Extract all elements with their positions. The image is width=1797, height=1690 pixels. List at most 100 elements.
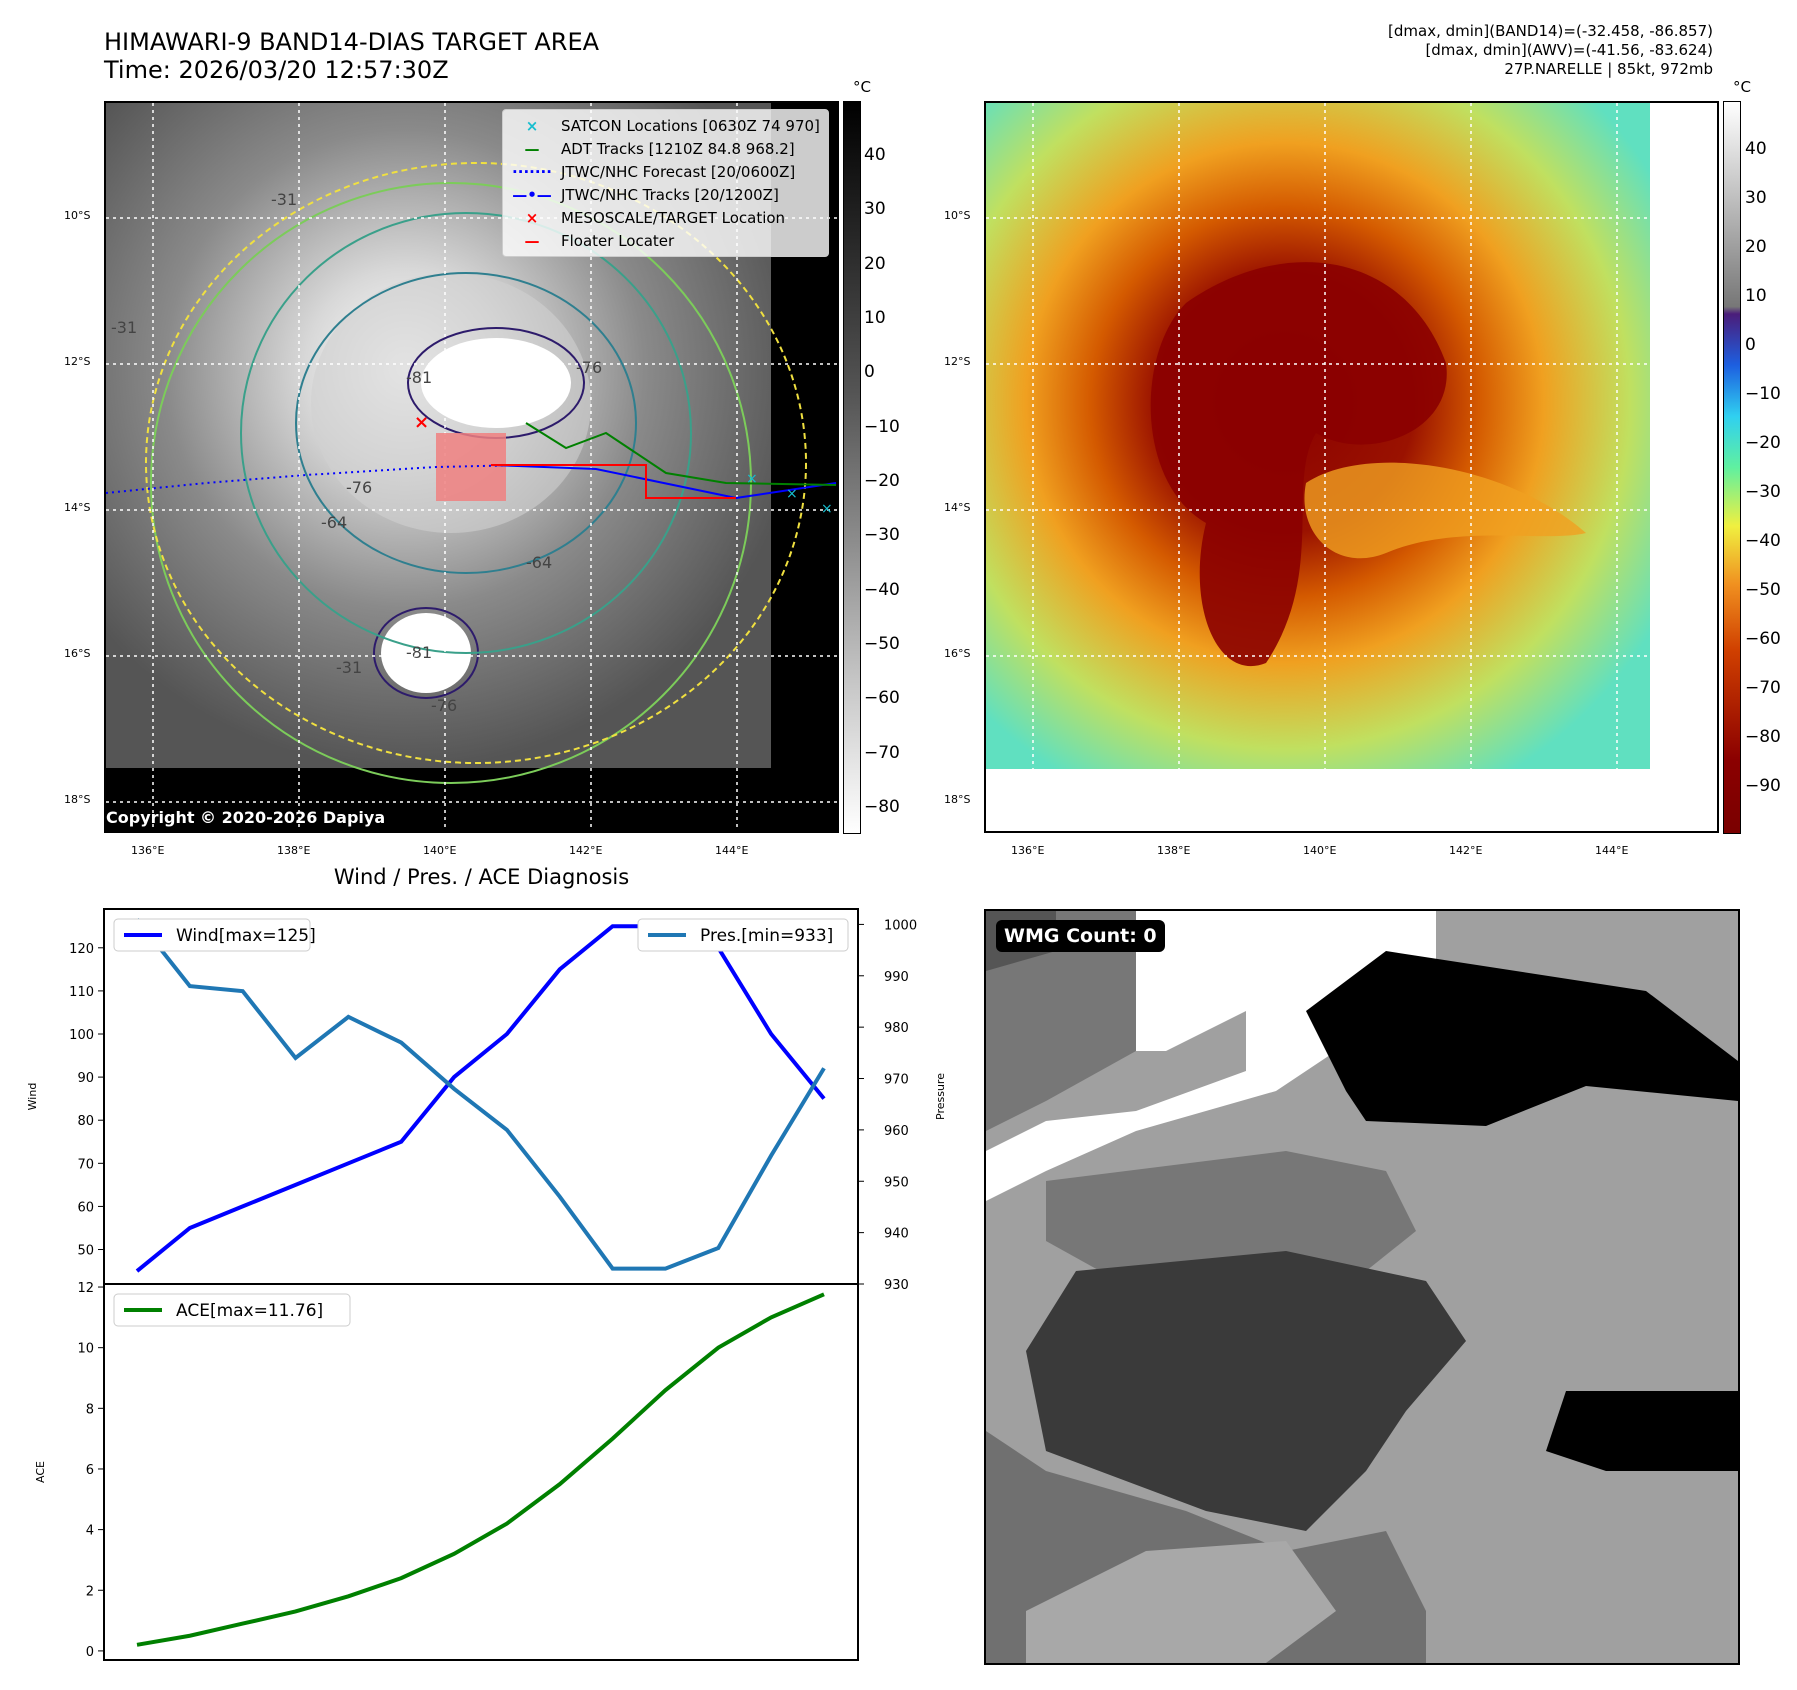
colorbar-right-tick-label: −30 [1745,482,1781,502]
colorbar-right-tick-label: −20 [1745,433,1781,453]
ace-axis-tick-label: 12 [77,1281,94,1296]
wind-axis-tick-label: 90 [77,1071,94,1086]
lat-label-left: 16°S [64,647,91,660]
ace-legend [113,1293,351,1327]
colorbar-left-tick-label: 30 [864,199,886,220]
colorbar-left-tick-label: −10 [864,416,900,437]
wmg-grid [986,911,1738,1663]
track-line-icon: —•— [512,185,552,204]
wind-axis-tick-label: 100 [69,1028,94,1043]
pressure-axis-tick-label: 940 [884,1227,909,1242]
ace-axis-tick-label: 0 [86,1645,94,1660]
ace-plot-frame [103,1283,859,1661]
forecast-line-icon: ······· [512,162,552,181]
colorbar-left-tick-label: −30 [864,525,900,546]
awv-map-svg [986,103,1717,831]
colorbar-right-tick-label: −90 [1745,776,1781,796]
pressure-series-line [135,918,826,1271]
ace-legend-label: ACE[max=11.76] [176,1301,323,1321]
wind-axis-tick-label: 80 [77,1114,94,1129]
wind-axis-label: Wind [26,1083,39,1111]
lon-label-right: 142°E [1449,844,1483,857]
target-marker: × [414,412,429,433]
awv-map [984,101,1719,833]
wind-legend-label: Wind[max=125] [176,926,316,946]
legend-item: ······· JTWC/NHC Forecast [20/0600Z] [512,162,796,181]
colorbar-left-tick-label: 0 [864,362,875,383]
contour-label: -31 [271,190,297,209]
contour-label: -81 [406,368,432,387]
figure-title: HIMAWARI-9 BAND14-DIAS TARGET AREA Time:… [104,28,600,84]
contour-label: -76 [346,478,372,497]
colorbar-right-tick-label: 30 [1745,188,1767,208]
colorbar-left-tick-label: 10 [864,308,886,328]
lon-label-left: 142°E [569,844,603,857]
lat-label-left: 14°S [64,501,91,514]
colorbar-left [843,101,861,834]
pressure-axis-tick-label: 960 [884,1124,909,1139]
pressure-legend-label: Pres.[min=933] [700,926,833,946]
wind-axis-tick-label: 110 [69,985,94,1000]
colorbar-left-tick-label: −20 [864,471,900,491]
lat-label-right: 16°S [944,647,971,660]
jtwc-best-track [490,464,837,500]
colorbar-right-tick-label: 40 [1745,139,1767,159]
floater-line-icon: — [524,231,540,250]
svg-text:×: × [746,471,758,487]
ace-axis-tick-label: 8 [86,1402,94,1417]
colorbar-right-tick-label: 20 [1745,237,1767,257]
pressure-axis-tick-label: 990 [884,970,909,985]
lon-label-right: 138°E [1157,844,1191,857]
colorbar-left-tick-label: −40 [864,579,900,600]
pressure-axis-tick-label: 1000 [884,918,917,933]
colorbar-right [1723,101,1741,834]
colorbar-unit-left: °C [853,78,871,96]
lon-label-left: 140°E [423,844,457,857]
wind-axis-tick-label: 70 [77,1157,94,1172]
wind-legend [113,918,311,952]
satcon-icon: × [525,116,539,135]
contour-label: -64 [526,553,552,572]
lon-label-left: 138°E [277,844,311,857]
colorbar-left-tick-label: −70 [864,742,900,763]
colorbar-right-tick-label: −60 [1745,629,1781,649]
pressure-axis-label: Pressure [934,1073,947,1120]
header-stat-band14: [dmax, dmin](BAND14)=(-32.458, -86.857) [1388,22,1713,40]
colorbar-right-tick-label: 0 [1745,335,1756,355]
lat-label-left: 18°S [64,793,91,806]
cold-cloud-core [421,338,571,428]
ace-axis-tick-label: 10 [77,1342,94,1357]
satcon-markers: × × × [746,471,833,517]
ace-axis-tick-label: 2 [86,1584,94,1599]
legend-item: — Floater Locater [511,229,820,252]
legend-item: —•— JTWC/NHC Tracks [20/1200Z] [512,185,779,204]
contour-label: -31 [336,658,362,677]
wind-legend-box [113,918,311,952]
target-icon: × [525,208,539,227]
colorbar-right-tick-label: −50 [1745,580,1781,600]
pressure-legend-box [637,918,849,952]
lon-label-right: 136°E [1011,844,1045,857]
colorbar-left-tick-label: 40 [864,145,886,165]
copyright-text: Copyright © 2020-2026 Dapiya [106,808,386,827]
legend-item: — ADT Tracks [1210Z 84.8 968.2] [511,137,820,160]
contour-label: -81 [406,643,432,662]
contour-labels: -81 -76 -76 -64 -31 -31 -31 -81 -76 -64 [111,190,602,715]
lat-label-left: 10°S [64,209,91,222]
floater-locater [491,464,736,499]
pressure-axis-tick-label: 980 [884,1021,909,1036]
ace-axis-tick-label: 4 [86,1524,94,1539]
lat-label-right: 14°S [944,501,971,514]
ace-series-line [136,1292,825,1647]
contour-label: -76 [576,358,602,377]
lat-label-right: 18°S [944,793,971,806]
svg-text:×: × [821,501,833,517]
wind-axis-tick-label: 50 [77,1244,94,1259]
contour-label: -31 [111,318,137,337]
colorbar-right-tick-label: −80 [1745,727,1781,747]
map-legend: × SATCON Locations [0630Z 74 970] — ADT Tr… [502,109,829,257]
colorbar-right-tick-label: 10 [1745,286,1767,306]
jtwc-forecast-track [106,464,527,494]
adt-line-icon: — [524,139,540,158]
svg-text:×: × [786,486,798,502]
